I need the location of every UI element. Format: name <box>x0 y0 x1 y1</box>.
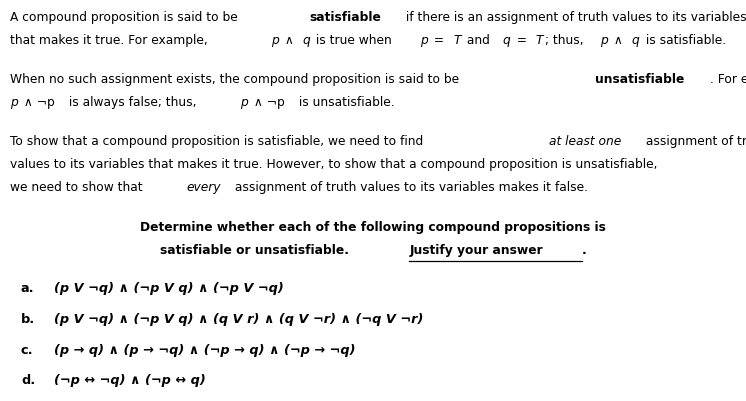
Text: =: = <box>430 34 448 47</box>
Text: ∧: ∧ <box>610 34 627 47</box>
Text: p: p <box>420 34 428 47</box>
Text: Justify your answer: Justify your answer <box>410 243 543 256</box>
Text: .: . <box>582 243 587 256</box>
Text: assignment of truth: assignment of truth <box>642 135 746 148</box>
Text: values to its variables that makes it true. However, to show that a compound pro: values to its variables that makes it tr… <box>10 158 658 170</box>
Text: q: q <box>302 34 310 47</box>
Text: (p V ¬q) ∧ (¬p V q) ∧ (q V r) ∧ (q V ¬r) ∧ (¬q V ¬r): (p V ¬q) ∧ (¬p V q) ∧ (q V r) ∧ (q V ¬r)… <box>54 312 423 325</box>
Text: To show that a compound proposition is satisfiable, we need to find: To show that a compound proposition is s… <box>10 135 427 148</box>
Text: =: = <box>513 34 530 47</box>
Text: T: T <box>536 34 543 47</box>
Text: and: and <box>463 34 494 47</box>
Text: (¬p ↔ ¬q) ∧ (¬p ↔ q): (¬p ↔ ¬q) ∧ (¬p ↔ q) <box>54 373 205 387</box>
Text: ∧ ¬p: ∧ ¬p <box>250 96 285 109</box>
Text: Determine whether each of the following compound propositions is: Determine whether each of the following … <box>140 221 606 233</box>
Text: ; thus,: ; thus, <box>545 34 588 47</box>
Text: T: T <box>453 34 461 47</box>
Text: every: every <box>186 180 221 193</box>
Text: that makes it true. For example,: that makes it true. For example, <box>10 34 212 47</box>
Text: When no such assignment exists, the compound proposition is said to be: When no such assignment exists, the comp… <box>10 73 463 86</box>
Text: p: p <box>10 96 18 109</box>
Text: is true when: is true when <box>313 34 396 47</box>
Text: q: q <box>503 34 510 47</box>
Text: q: q <box>632 34 639 47</box>
Text: . For example,: . For example, <box>710 73 746 86</box>
Text: is always false; thus,: is always false; thus, <box>66 96 201 109</box>
Text: a.: a. <box>21 281 34 294</box>
Text: satisfiable or unsatisfiable.: satisfiable or unsatisfiable. <box>160 243 354 256</box>
Text: unsatisfiable: unsatisfiable <box>595 73 684 86</box>
Text: satisfiable: satisfiable <box>310 11 381 24</box>
Text: d.: d. <box>21 373 35 387</box>
Text: p: p <box>240 96 248 109</box>
Text: at least one: at least one <box>548 135 621 148</box>
Text: A compound proposition is said to be: A compound proposition is said to be <box>10 11 242 24</box>
Text: is unsatisfiable.: is unsatisfiable. <box>295 96 395 109</box>
Text: ∧ ¬p: ∧ ¬p <box>20 96 55 109</box>
Text: if there is an assignment of truth values to its variables: if there is an assignment of truth value… <box>402 11 746 24</box>
Text: we need to show that: we need to show that <box>10 180 147 193</box>
Text: p: p <box>271 34 278 47</box>
Text: (p V ¬q) ∧ (¬p V q) ∧ (¬p V ¬q): (p V ¬q) ∧ (¬p V q) ∧ (¬p V ¬q) <box>54 281 283 294</box>
Text: (p → q) ∧ (p → ¬q) ∧ (¬p → q) ∧ (¬p → ¬q): (p → q) ∧ (p → ¬q) ∧ (¬p → q) ∧ (¬p → ¬q… <box>54 343 355 356</box>
Text: c.: c. <box>21 343 34 356</box>
Text: is satisfiable.: is satisfiable. <box>642 34 726 47</box>
Text: b.: b. <box>21 312 35 325</box>
Text: p: p <box>600 34 608 47</box>
Text: ∧: ∧ <box>280 34 298 47</box>
Text: assignment of truth values to its variables makes it false.: assignment of truth values to its variab… <box>231 180 588 193</box>
